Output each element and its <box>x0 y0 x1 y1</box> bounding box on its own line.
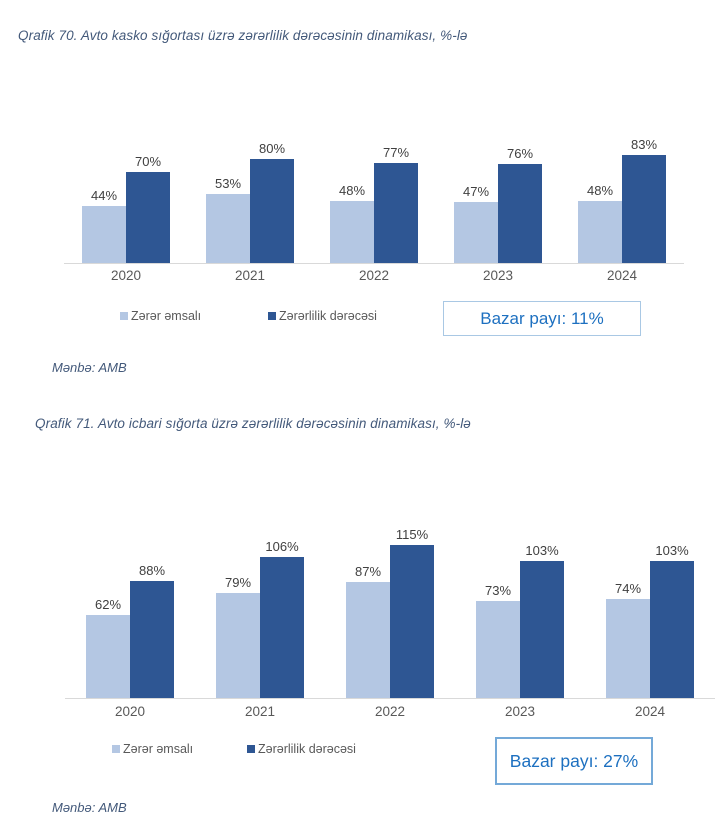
data-label-dark-2021: 80% <box>258 141 286 156</box>
data-label-dark-2023: 76% <box>506 146 534 161</box>
x-axis-qrafik-71: 2020 2021 2022 2023 2024 <box>65 704 715 719</box>
chart-title-qrafik-71: Qrafik 71. Avto icbari sığorta üzrə zərə… <box>35 416 471 431</box>
bar-group-2021: 53% 80% <box>188 120 312 263</box>
bar-group-2024: 48% 83% <box>560 120 684 263</box>
bar-dark-2023: 103% <box>520 543 564 698</box>
bar-dark-2023: 76% <box>498 146 542 263</box>
bar-light-2022: 87% <box>346 564 390 698</box>
x-axis-label-2024: 2024 <box>606 268 638 283</box>
data-label-dark-2022: 77% <box>382 145 410 160</box>
bar-chart-qrafik-71: 62% 88% 79% 106% 87% 115% 73% 103% 74% 103% <box>65 498 715 699</box>
legend-label-zererlilik-derecesi: Zərərlilik dərəcəsi <box>279 309 377 323</box>
bar-dark-2021: 80% <box>250 141 294 263</box>
chart-title-qrafik-70: Qrafik 70. Avto kasko sığortası üzrə zər… <box>18 28 468 43</box>
data-label-dark-2023: 103% <box>525 543 559 558</box>
bar-light-2021: 53% <box>206 176 250 263</box>
x-axis-label-2020: 2020 <box>114 704 146 719</box>
bar-light-2020: 62% <box>86 597 130 698</box>
x-axis-qrafik-70: 2020 2021 2022 2023 2024 <box>64 268 684 283</box>
data-label-dark-2021: 106% <box>265 539 299 554</box>
bar-light-2024: 48% <box>578 183 622 263</box>
bar-group-2024: 74% 103% <box>585 498 715 698</box>
legend-label-zerer-emsali-2: Zərər əmsalı <box>123 742 194 756</box>
bar-group-2022: 48% 77% <box>312 120 436 263</box>
data-label-dark-2024: 103% <box>655 543 689 558</box>
legend-label-zererlilik-derecesi-2: Zərərlilik dərəcəsi <box>258 742 356 756</box>
data-label-light-2024: 48% <box>586 183 614 198</box>
legend-item-zerer-emsali: Zərər əmsalı <box>120 309 201 323</box>
bar-dark-2024: 83% <box>622 137 666 263</box>
bar-light-2023: 73% <box>476 583 520 698</box>
x-axis-label-2024: 2024 <box>634 704 666 719</box>
bar-dark-2020: 88% <box>130 563 174 698</box>
legend-swatch-dark-icon <box>268 312 276 320</box>
source-label-2: Mənbə: AMB <box>52 800 127 815</box>
bar-group-2020: 44% 70% <box>64 120 188 263</box>
legend-label-zerer-emsali: Zərər əmsalı <box>131 309 202 323</box>
bar-group-2023: 73% 103% <box>455 498 585 698</box>
bar-dark-2022: 77% <box>374 145 418 263</box>
data-label-light-2024: 74% <box>614 581 642 596</box>
bar-light-2023: 47% <box>454 184 498 263</box>
bar-dark-2022: 115% <box>390 527 434 698</box>
data-label-dark-2022: 115% <box>395 527 429 542</box>
market-share-box-icbari: Bazar payı: 27% <box>495 737 653 785</box>
bar-dark-2021: 106% <box>260 539 304 698</box>
market-share-box-kasko: Bazar payı: 11% <box>443 301 641 336</box>
data-label-dark-2024: 83% <box>630 137 658 152</box>
bar-dark-2020: 70% <box>126 154 170 263</box>
legend-swatch-light-icon <box>112 745 120 753</box>
bar-light-2021: 79% <box>216 575 260 698</box>
bar-group-2020: 62% 88% <box>65 498 195 698</box>
data-label-light-2023: 73% <box>484 583 512 598</box>
legend-item-zererlilik-derecesi: Zərərlilik dərəcəsi <box>268 309 377 323</box>
data-label-light-2022: 48% <box>338 183 366 198</box>
bar-group-2023: 47% 76% <box>436 120 560 263</box>
x-axis-label-2021: 2021 <box>244 704 276 719</box>
legend-item-zerer-emsali-2: Zərər əmsalı <box>112 742 193 756</box>
bar-light-2024: 74% <box>606 581 650 698</box>
data-label-light-2020: 44% <box>90 188 118 203</box>
bar-light-2022: 48% <box>330 183 374 263</box>
data-label-dark-2020: 70% <box>134 154 162 169</box>
legend-swatch-light-icon <box>120 312 128 320</box>
bar-group-2022: 87% 115% <box>325 498 455 698</box>
data-label-light-2023: 47% <box>462 184 490 199</box>
bar-group-2021: 79% 106% <box>195 498 325 698</box>
x-axis-label-2022: 2022 <box>374 704 406 719</box>
data-label-light-2021: 53% <box>214 176 242 191</box>
x-axis-label-2023: 2023 <box>482 268 514 283</box>
data-label-light-2020: 62% <box>94 597 122 612</box>
legend-swatch-dark-icon <box>247 745 255 753</box>
data-label-light-2022: 87% <box>354 564 382 579</box>
data-label-light-2021: 79% <box>224 575 252 590</box>
x-axis-label-2022: 2022 <box>358 268 390 283</box>
source-label-1: Mənbə: AMB <box>52 360 127 375</box>
x-axis-label-2021: 2021 <box>234 268 266 283</box>
bar-chart-qrafik-70: 44% 70% 53% 80% 48% 77% 47% 76% 48% 83% <box>64 120 684 264</box>
bar-light-2020: 44% <box>82 188 126 263</box>
legend-item-zererlilik-derecesi-2: Zərərlilik dərəcəsi <box>247 742 356 756</box>
data-label-dark-2020: 88% <box>138 563 166 578</box>
x-axis-label-2023: 2023 <box>504 704 536 719</box>
x-axis-label-2020: 2020 <box>110 268 142 283</box>
bar-dark-2024: 103% <box>650 543 694 698</box>
